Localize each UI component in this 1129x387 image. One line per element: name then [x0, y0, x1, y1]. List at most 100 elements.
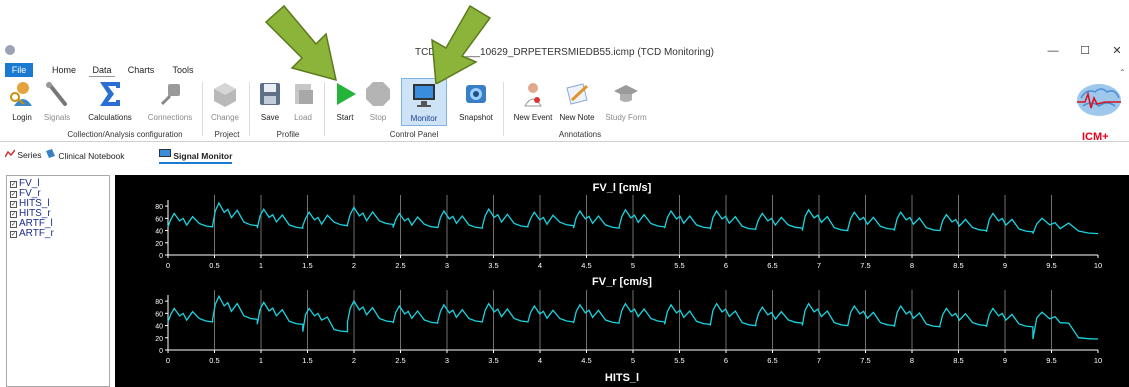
checkbox[interactable]: ✓ [10, 191, 17, 198]
note-icon [566, 83, 589, 105]
x-tick-label: 3 [445, 261, 449, 270]
y-tick-label: 60 [155, 311, 163, 318]
tab-tools[interactable]: Tools [172, 65, 194, 75]
signal-monitor-plots[interactable]: FV_l [cm/s] 0 20 40 60 80 0 0.5 1 1.5 2 2.5 3 3.5 4 4.5… [115, 175, 1129, 387]
x-tick-label: 3.5 [488, 261, 498, 270]
x-tick-label: 6 [724, 356, 728, 365]
load-button[interactable]: Load [283, 78, 323, 126]
x-tick-label: 8.5 [953, 356, 963, 365]
x-tick-label: 6 [724, 261, 728, 270]
save-button[interactable]: Save [250, 78, 290, 126]
y-tick-label: 20 [155, 336, 163, 343]
new-note-button[interactable]: New Note [557, 78, 597, 126]
ribbon-collapse-icon[interactable]: ⌃ [1119, 68, 1126, 77]
y-tick-label: 0 [159, 348, 163, 355]
x-tick-label: 3 [445, 356, 449, 365]
annotation-arrow [264, 4, 337, 82]
start-label: Start [336, 113, 354, 122]
snapshot-label: Snapshot [459, 113, 493, 122]
study-form-label: Study Form [605, 113, 647, 122]
new-event-button[interactable]: New Event [513, 78, 553, 126]
change-label: Change [210, 113, 240, 122]
connections-button[interactable]: Connections [148, 78, 192, 126]
stop-button[interactable]: Stop [358, 78, 398, 126]
maximize-button[interactable]: ☐ [1080, 45, 1090, 57]
signal-item[interactable]: ✓ ARTF_r [10, 228, 54, 239]
x-tick-label: 7.5 [860, 261, 870, 270]
close-button[interactable]: ✕ [1112, 45, 1122, 57]
key-user-icon [10, 82, 32, 106]
start-button[interactable]: Start [325, 78, 365, 126]
stop-sign-icon [366, 82, 390, 106]
x-tick-label: 7.5 [860, 356, 870, 365]
calculations-label: Calculations [88, 113, 132, 122]
checkbox[interactable]: ✓ [10, 201, 17, 208]
x-tick-label: 9.5 [1046, 261, 1056, 270]
tab-signal-monitor[interactable]: Signal Monitor [159, 149, 233, 164]
sub-tabs: Series Clinical Notebook Signal Monitor [0, 146, 500, 164]
x-tick-label: 10 [1094, 261, 1102, 270]
x-tick-label: 5.5 [674, 356, 684, 365]
load-icon [295, 84, 313, 104]
study-form-button[interactable]: Study Form [605, 78, 647, 126]
sigma-icon [100, 82, 120, 106]
change-button[interactable]: Change [205, 78, 245, 126]
tab-signal-monitor-label: Signal Monitor [173, 151, 233, 161]
tab-data[interactable]: Data [89, 63, 115, 77]
y-tick-label: 80 [155, 204, 163, 211]
brain-logo [1077, 84, 1121, 116]
x-tick-label: 1 [259, 356, 263, 365]
ribbon-separator [202, 82, 203, 136]
minimize-button[interactable]: — [1047, 45, 1059, 57]
checkbox[interactable]: ✓ [10, 231, 17, 238]
checkbox[interactable]: ✓ [10, 221, 17, 228]
icm-logo-text: ICM+ [1082, 131, 1109, 143]
monitor-icon [413, 84, 435, 107]
graduation-cap-icon [614, 85, 638, 102]
checkbox[interactable]: ✓ [10, 211, 17, 218]
group-label-annotations: Annotations [558, 130, 602, 139]
checkbox[interactable]: ✓ [10, 181, 17, 188]
x-tick-label: 2.5 [395, 261, 405, 270]
tab-home[interactable]: Home [51, 65, 76, 75]
x-tick-label: 0.5 [209, 356, 219, 365]
x-tick-label: 2 [352, 356, 356, 365]
x-tick-label: 4 [538, 356, 542, 365]
x-tick-label: 6.5 [767, 356, 777, 365]
x-tick-label: 9 [1003, 261, 1007, 270]
x-tick-label: 10 [1094, 356, 1102, 365]
x-tick-label: 8 [910, 356, 914, 365]
y-tick-label: 40 [155, 229, 163, 236]
x-tick-label: 8.5 [953, 261, 963, 270]
snapshot-button[interactable]: Snapshot [456, 78, 496, 126]
x-tick-label: 1.5 [302, 261, 312, 270]
tab-file[interactable]: File [5, 63, 33, 77]
new-note-label: New Note [559, 113, 595, 122]
connections-label: Connections [147, 113, 193, 122]
signals-button[interactable]: Signals [37, 78, 77, 126]
x-tick-label: 4.5 [581, 356, 591, 365]
signal-item[interactable]: ✓ FV_r [10, 188, 41, 199]
signal-item[interactable]: ✓ HITS_r [10, 208, 51, 219]
y-tick-label: 80 [155, 299, 163, 306]
login-label: Login [12, 113, 32, 122]
signal-item[interactable]: ✓ ARTF_l [10, 218, 53, 229]
app-icon[interactable] [5, 45, 15, 55]
x-tick-label: 7 [817, 261, 821, 270]
signal-item[interactable]: ✓ HITS_l [10, 198, 50, 209]
new-event-label: New Event [513, 113, 553, 122]
tab-series[interactable]: Series [4, 149, 41, 160]
monitor-button[interactable]: Monitor [401, 78, 447, 126]
login-button[interactable]: Login [2, 78, 42, 126]
stop-label: Stop [369, 113, 387, 122]
signal-item[interactable]: ✓ FV_l [10, 178, 40, 189]
signals-label: Signals [43, 113, 71, 122]
tab-clinical-notebook[interactable]: Clinical Notebook [45, 149, 125, 161]
tab-charts[interactable]: Charts [127, 65, 155, 75]
calculations-button[interactable]: Calculations [88, 78, 132, 126]
ribbon: Login Signals Calculations Connections [0, 78, 1129, 142]
x-tick-label: 3.5 [488, 356, 498, 365]
y-tick-label: 20 [155, 241, 163, 248]
